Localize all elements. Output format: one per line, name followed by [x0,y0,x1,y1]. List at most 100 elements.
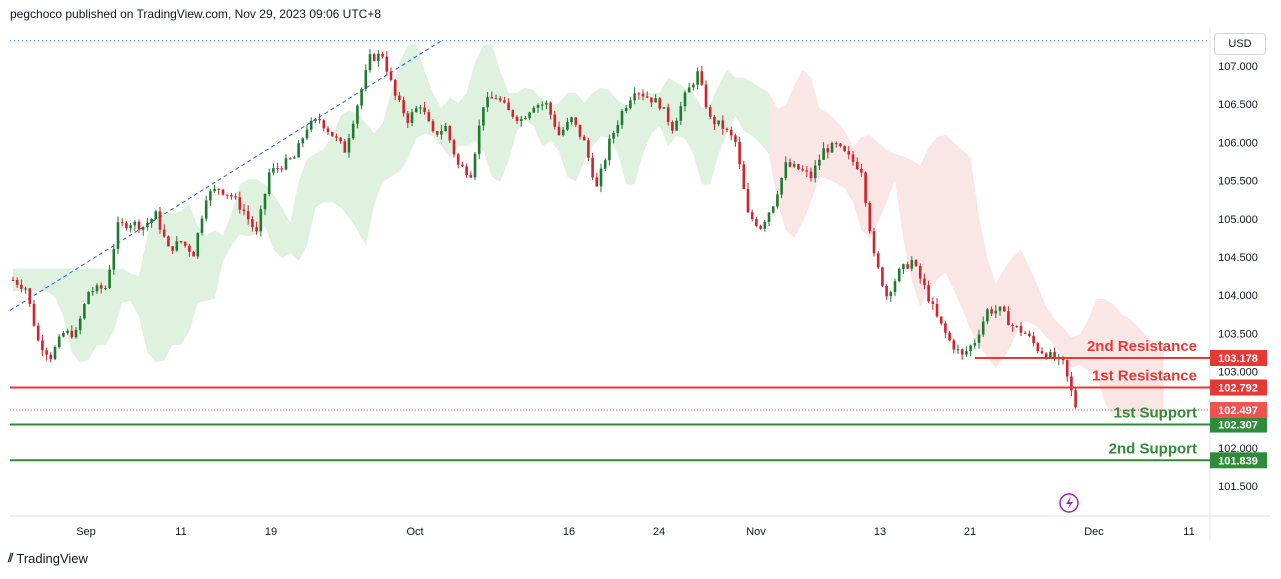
candle-body [406,113,410,123]
candle-body [910,260,914,269]
candle-body [948,332,951,341]
candle-body [196,232,200,257]
candle-body [393,79,397,96]
level-price-tag [1210,416,1267,433]
candle-body [179,241,183,243]
level-name-label: 1st Resistance [1092,367,1197,384]
candle-body [801,169,804,171]
candle-body [15,280,19,285]
candle-body [49,354,53,360]
candle-body [612,133,615,139]
candle-body [553,114,557,127]
level-1st-support: 1st Support 102.307 [10,405,1267,433]
candle-body [860,169,863,173]
candle-body [889,292,893,297]
candle-body [267,172,271,194]
candle-body [717,120,720,125]
candle-body [486,97,489,108]
candle-body [797,164,800,170]
candle-body [377,53,380,61]
candle-body [91,291,95,293]
candle-body [330,131,334,137]
level-2nd-resistance: 2nd Resistance 103.178 [975,338,1267,367]
candle-body [301,138,305,144]
candle-body [435,131,439,135]
candle-body [1011,325,1014,327]
y-tick-label: 103.500 [1218,328,1258,340]
candle-body [1049,352,1052,359]
candle-body [431,121,435,132]
candle-body [990,309,993,314]
candle-body [587,140,590,158]
y-tick-label: 104.500 [1218,252,1258,264]
candle-body [1028,333,1031,337]
level-price-text: 102.307 [1218,420,1258,432]
candle-body [578,124,582,137]
currency-selector[interactable]: USD [1214,33,1266,55]
candle-body [398,95,401,100]
candlestick-series [11,49,1077,409]
x-tick-label: 16 [563,526,575,538]
candle-body [360,88,363,106]
y-tick-label: 104.000 [1218,290,1258,302]
candle-body [297,143,300,158]
candle-body [213,188,216,192]
candle-body [230,195,233,197]
candle-body [662,107,666,109]
level-name-label: 1st Support [1114,405,1197,422]
candle-body [713,116,716,125]
candle-body [885,285,888,297]
candle-body [893,281,897,293]
x-tick-label: 11 [1183,526,1194,538]
candle-body [20,284,23,289]
candle-body [389,71,393,80]
candle-body [981,321,985,335]
trendline-layer [9,40,1210,311]
candle-body [150,219,153,224]
candle-body [868,202,872,232]
candle-body [343,141,347,153]
candle-body [477,125,481,154]
candle-body [969,345,972,352]
candle-body [87,291,90,304]
candle-body [755,219,758,226]
candle-body [561,129,565,136]
level-price-text: 102.792 [1218,382,1258,394]
candle-body [498,98,502,101]
candle-body [209,191,212,201]
x-tick-label: 24 [653,526,665,538]
candle-body [188,245,191,252]
flash-icon[interactable] [1059,493,1079,513]
candle-body [557,126,561,136]
candle-body [183,241,187,246]
x-tick-label: Dec [1084,526,1104,538]
candle-body [881,267,884,286]
candle-body [314,118,317,121]
y-tick-label: 103.000 [1218,367,1258,379]
candle-body [1036,343,1040,352]
candle-body [986,309,989,322]
candle-body [326,128,330,132]
trendline [9,40,442,311]
tradingview-logo[interactable]: ⫽ TradingView [8,551,88,566]
candle-body [511,110,515,117]
candle-body [780,177,783,195]
level-price-tag [1210,379,1267,396]
candle-body [465,166,468,175]
candle-body [284,158,288,170]
candle-body [482,107,485,126]
level-price-tag [1210,350,1267,367]
level-2nd-support: 2nd Support 101.839 [10,440,1267,469]
candle-body [549,102,552,115]
candle-body [158,211,162,230]
candle-body [582,136,586,141]
candle-body [826,148,830,153]
candle-body [125,222,128,229]
candle-body [1019,325,1023,333]
candle-body [1074,390,1077,408]
candle-body [83,303,86,319]
candle-body [444,126,447,132]
candle-body [200,218,204,233]
candle-body [162,229,166,237]
